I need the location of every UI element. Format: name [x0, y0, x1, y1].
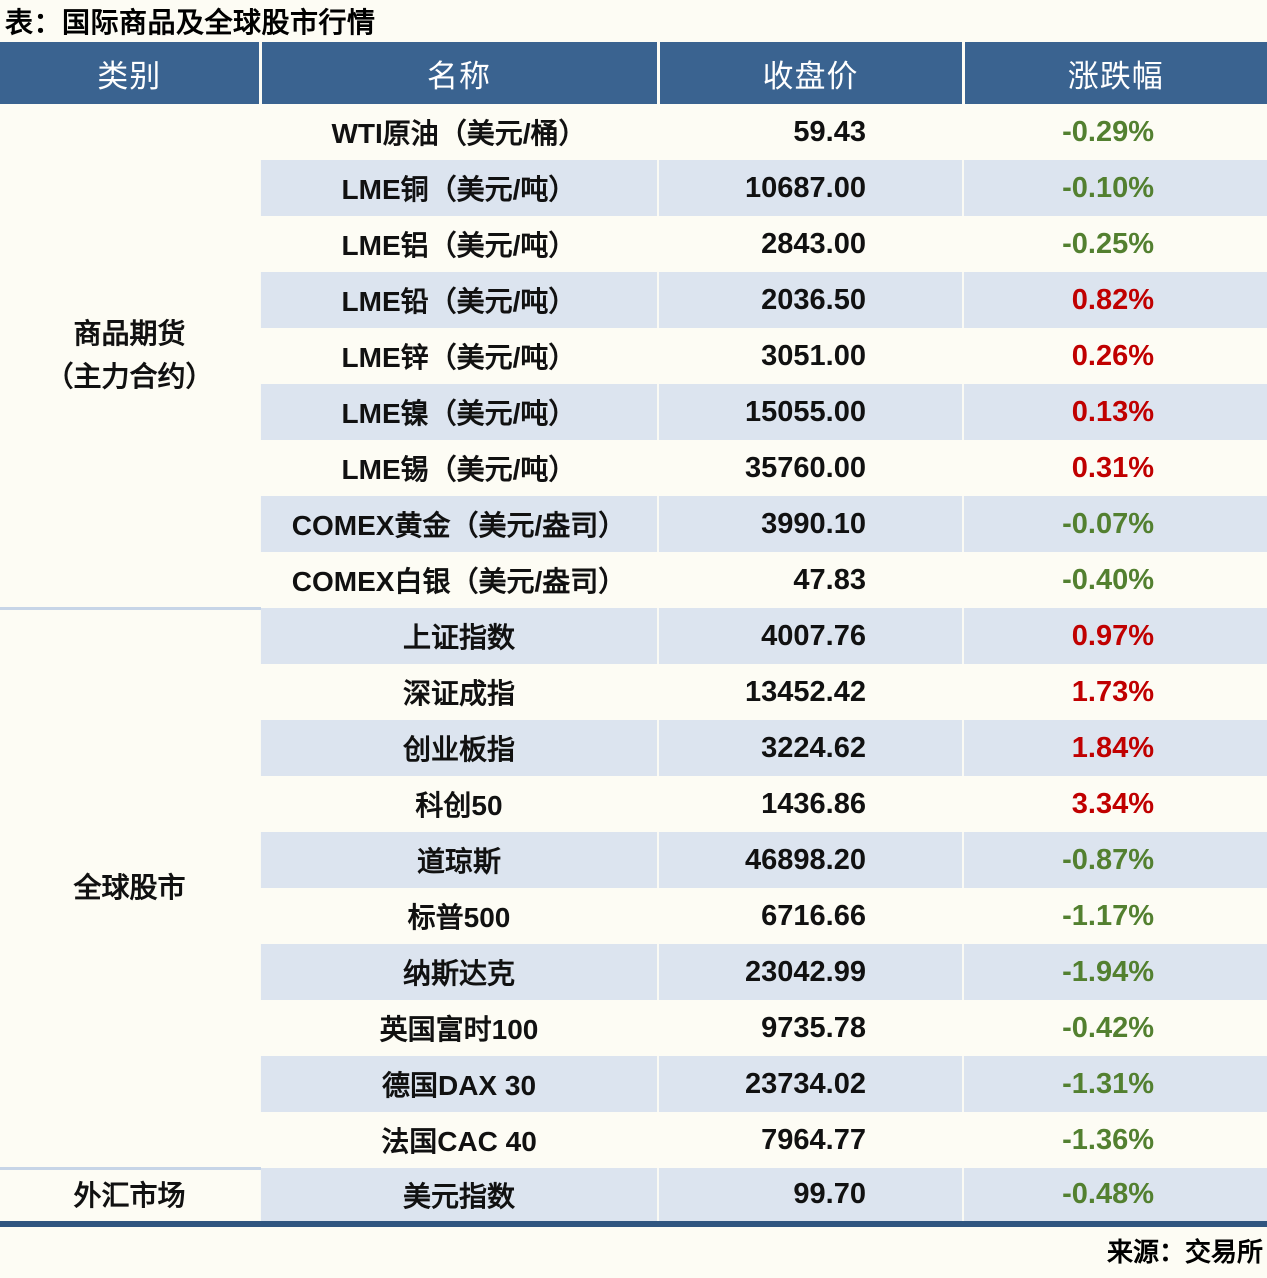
close-cell: 6716.66: [657, 888, 963, 944]
category-cell-forex: 外汇市场: [0, 1166, 260, 1224]
change-cell: 1.84%: [962, 720, 1267, 776]
name-cell: 英国富时100: [259, 1000, 658, 1056]
close-cell: 15055.00: [657, 384, 963, 440]
change-cell: -1.31%: [962, 1056, 1267, 1112]
change-cell: -0.29%: [962, 104, 1267, 160]
close-cell: 23734.02: [657, 1056, 963, 1112]
name-cell: 深证成指: [259, 664, 658, 720]
table-row: 法国CAC 40 7964.77 -1.36%: [0, 1112, 1267, 1168]
close-cell: 2036.50: [657, 272, 963, 328]
close-cell: 3051.00: [657, 328, 963, 384]
close-cell: 9735.78: [657, 1000, 963, 1056]
close-cell: 2843.00: [657, 216, 963, 272]
change-cell: 1.73%: [962, 664, 1267, 720]
name-cell: 道琼斯: [259, 832, 658, 888]
change-cell: -0.07%: [962, 496, 1267, 552]
close-cell: 10687.00: [657, 160, 963, 216]
change-cell: 0.97%: [962, 608, 1267, 664]
change-cell: -0.40%: [962, 552, 1267, 608]
table-row: LME镍（美元/吨） 15055.00 0.13%: [0, 384, 1267, 440]
name-cell: 纳斯达克: [259, 944, 658, 1000]
close-cell: 46898.20: [657, 832, 963, 888]
name-cell: 上证指数: [259, 608, 658, 664]
category-cell-commodities: 商品期货 （主力合约）: [0, 104, 260, 608]
name-cell: 法国CAC 40: [259, 1112, 658, 1168]
name-cell: LME铅（美元/吨）: [259, 272, 658, 328]
header-cell-change: 涨跌幅: [961, 42, 1267, 104]
change-cell: 0.31%: [962, 440, 1267, 496]
category-label: 外汇市场: [73, 1179, 186, 1211]
table-row: 纳斯达克 23042.99 -1.94%: [0, 944, 1267, 1000]
name-cell: 标普500: [259, 888, 658, 944]
name-cell: LME铜（美元/吨）: [259, 160, 658, 216]
close-cell: 4007.76: [657, 608, 963, 664]
change-cell: -0.42%: [962, 1000, 1267, 1056]
category-label: 全球股市: [73, 872, 186, 904]
change-cell: 0.13%: [962, 384, 1267, 440]
name-cell: LME铝（美元/吨）: [259, 216, 658, 272]
close-cell: 3990.10: [657, 496, 963, 552]
table-row: 外汇市场 美元指数 99.70 -0.48%: [0, 1166, 1267, 1224]
change-cell: -0.48%: [962, 1168, 1267, 1224]
change-cell: -0.25%: [962, 216, 1267, 272]
close-cell: 7964.77: [657, 1112, 963, 1168]
page-title: 表：国际商品及全球股市行情: [5, 7, 376, 38]
table-row: LME铜（美元/吨） 10687.00 -0.10%: [0, 160, 1267, 216]
table-row: 商品期货 （主力合约） WTI原油（美元/桶） 59.43 -0.29%: [0, 104, 1267, 608]
change-cell: 0.82%: [962, 272, 1267, 328]
close-cell: 1436.86: [657, 776, 963, 832]
name-cell: LME镍（美元/吨）: [259, 384, 658, 440]
close-cell: 23042.99: [657, 944, 963, 1000]
name-cell: 美元指数: [259, 1168, 658, 1224]
header-cell-category: 类别: [0, 42, 260, 104]
header-cell-name: 名称: [258, 42, 658, 104]
change-cell: 3.34%: [962, 776, 1267, 832]
name-cell: WTI原油（美元/桶）: [259, 104, 658, 160]
name-cell: COMEX白银（美元/盎司）: [259, 552, 658, 608]
table-row: LME铝（美元/吨） 2843.00 -0.25%: [0, 216, 1267, 272]
category-cell-global-stocks: 全球股市: [0, 606, 260, 1168]
change-cell: -0.87%: [962, 832, 1267, 888]
name-cell: 德国DAX 30: [259, 1056, 658, 1112]
category-label-line2: （主力合约）: [45, 361, 214, 393]
close-cell: 99.70: [657, 1168, 963, 1224]
market-quotes-table: 类别 名称 收盘价 涨跌幅 商品期货 （主力合约） WTI原油（美元/桶） 59…: [0, 42, 1267, 1227]
source-note: 来源：交易所: [1106, 1236, 1263, 1267]
category-label: 商品期货: [73, 317, 186, 349]
name-cell: COMEX黄金（美元/盎司）: [259, 496, 658, 552]
change-cell: -1.94%: [962, 944, 1267, 1000]
header-cell-close: 收盘价: [656, 42, 963, 104]
table-row: 全球股市 上证指数 4007.76 0.97%: [0, 606, 1267, 1168]
change-cell: -1.17%: [962, 888, 1267, 944]
header-row: 类别 名称 收盘价 涨跌幅: [0, 42, 1267, 104]
name-cell: LME锡（美元/吨）: [259, 440, 658, 496]
name-cell: 科创50: [259, 776, 658, 832]
name-cell: LME锌（美元/吨）: [259, 328, 658, 384]
close-cell: 35760.00: [657, 440, 963, 496]
close-cell: 59.43: [657, 104, 963, 160]
close-cell: 13452.42: [657, 664, 963, 720]
name-cell: 创业板指: [259, 720, 658, 776]
change-cell: 0.26%: [962, 328, 1267, 384]
change-cell: -0.10%: [962, 160, 1267, 216]
change-cell: -1.36%: [962, 1112, 1267, 1168]
close-cell: 3224.62: [657, 720, 963, 776]
close-cell: 47.83: [657, 552, 963, 608]
